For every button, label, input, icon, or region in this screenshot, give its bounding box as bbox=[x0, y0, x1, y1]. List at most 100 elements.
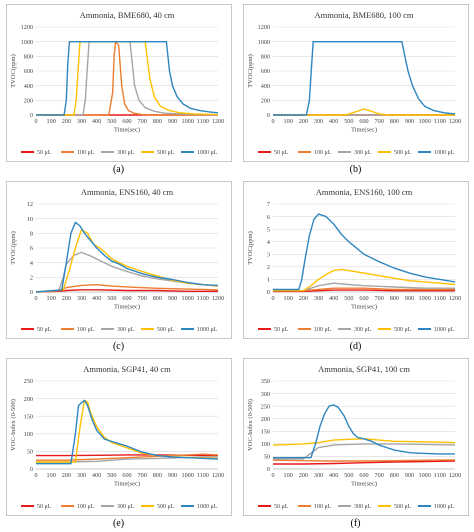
y-tick-label: 0 bbox=[267, 289, 270, 296]
legend-label: 500 μL bbox=[157, 504, 175, 510]
y-tick-label: 250 bbox=[24, 378, 33, 385]
chart-frame bbox=[6, 181, 232, 339]
x-tick-label: 1000 bbox=[418, 472, 430, 479]
x-tick-label: 700 bbox=[138, 295, 147, 302]
y-tick-label: 150 bbox=[261, 428, 270, 435]
x-axis-label: Time(sec) bbox=[351, 127, 377, 134]
y-tick-label: 2 bbox=[30, 275, 33, 282]
legend-label: 300 μL bbox=[354, 504, 372, 510]
y-axis-label: VOC-Index (0-500) bbox=[247, 399, 254, 451]
x-tick-label: 200 bbox=[299, 118, 308, 125]
legend-label: 300 μL bbox=[354, 150, 372, 156]
series-line bbox=[272, 459, 456, 462]
y-tick-label: 3 bbox=[267, 251, 270, 258]
x-tick-label: 300 bbox=[314, 295, 323, 302]
chart-panel: Ammonia, SGP41, 40 cm 0 50 100 150 200 250 0 100… bbox=[0, 354, 237, 531]
x-tick-label: 1100 bbox=[197, 118, 209, 125]
x-tick-label: 100 bbox=[284, 295, 293, 302]
x-tick-label: 700 bbox=[375, 472, 384, 479]
series-line bbox=[273, 460, 456, 465]
chart-frame bbox=[243, 181, 469, 339]
legend-label: 50 μL bbox=[37, 327, 52, 333]
chart-panel: Ammonia, BME680, 40 cm 0 200 400 600 800 1000 1… bbox=[0, 0, 237, 177]
legend-label: 1000 μL bbox=[434, 504, 455, 510]
x-tick-label: 0 bbox=[34, 295, 37, 302]
chart-svg: Ammonia, ENS160, 40 cm 0 2 4 6 8 10 12 0 100 200 30… bbox=[10, 187, 224, 333]
chart-title: Ammonia, SGP41, 100 cm bbox=[318, 364, 410, 374]
x-tick-label: 800 bbox=[390, 295, 399, 302]
y-tick-label: 200 bbox=[24, 396, 33, 403]
chart-panel: Ammonia, ENS160, 40 cm 0 2 4 6 8 10 12 0 100 200 30… bbox=[0, 177, 237, 354]
x-tick-label: 1000 bbox=[418, 295, 430, 302]
x-tick-label: 1200 bbox=[449, 472, 461, 479]
chart-svg: Ammonia, SGP41, 100 cm 0 50 100 150 200 250 300… bbox=[247, 364, 461, 510]
x-tick-label: 1200 bbox=[449, 295, 461, 302]
y-tick-label: 0 bbox=[267, 112, 270, 119]
chart-title: Ammonia, ENS160, 40 cm bbox=[81, 187, 174, 197]
series-line bbox=[36, 41, 219, 116]
x-tick-label: 1100 bbox=[434, 295, 446, 302]
x-tick-label: 500 bbox=[344, 295, 353, 302]
legend-label: 500 μL bbox=[157, 150, 175, 156]
x-axis-label: Time(sec) bbox=[114, 304, 140, 311]
x-axis-label: Time(sec) bbox=[114, 127, 140, 134]
chart-svg: Ammonia, BME680, 40 cm020040060080010001… bbox=[10, 10, 224, 156]
x-tick-label: 1200 bbox=[449, 118, 461, 125]
y-tick-label: 400 bbox=[261, 83, 270, 90]
x-tick-label: 200 bbox=[62, 295, 71, 302]
x-tick-label: 400 bbox=[329, 295, 338, 302]
x-tick-label: 1000 bbox=[181, 118, 193, 125]
legend-label: 500 μL bbox=[394, 504, 412, 510]
x-tick-label: 900 bbox=[168, 472, 177, 479]
series-line bbox=[273, 213, 456, 291]
x-tick-label: 0 bbox=[271, 118, 274, 125]
x-tick-label: 400 bbox=[92, 295, 101, 302]
y-axis-label: TVOC(ppm) bbox=[10, 231, 17, 265]
series-line bbox=[273, 404, 455, 459]
legend-label: 300 μL bbox=[354, 327, 372, 333]
y-tick-label: 2 bbox=[267, 264, 270, 271]
chart-frame bbox=[243, 358, 469, 516]
x-tick-label: 1200 bbox=[212, 472, 224, 479]
chart-svg: Ammonia, ENS160, 100 cm 0 1 2 3 4 5 6 7 0 100 200 30… bbox=[247, 187, 461, 333]
chart-title: Ammonia, BME680, 100 cm bbox=[315, 10, 414, 20]
y-tick-label: 600 bbox=[24, 68, 33, 75]
x-tick-label: 500 bbox=[344, 472, 353, 479]
legend-label: 500 μL bbox=[157, 327, 175, 333]
x-tick-label: 1200 bbox=[212, 295, 224, 302]
x-tick-label: 500 bbox=[344, 118, 353, 125]
panel-letter: (a) bbox=[112, 164, 125, 175]
y-tick-label: 600 bbox=[261, 68, 270, 75]
legend-label: 50 μL bbox=[274, 504, 289, 510]
chart-frame bbox=[6, 4, 232, 162]
series-line bbox=[273, 289, 455, 293]
x-tick-label: 600 bbox=[122, 472, 131, 479]
y-tick-label: 8 bbox=[30, 231, 33, 238]
x-axis-label: Time(sec) bbox=[351, 304, 377, 311]
x-tick-label: 800 bbox=[153, 295, 162, 302]
y-tick-label: 1200 bbox=[258, 24, 270, 31]
x-tick-label: 500 bbox=[107, 295, 116, 302]
x-tick-label: 200 bbox=[62, 472, 71, 479]
x-tick-label: 0 bbox=[271, 295, 274, 302]
x-tick-label: 800 bbox=[153, 118, 162, 125]
series-line bbox=[35, 251, 219, 293]
x-tick-label: 800 bbox=[390, 472, 399, 479]
x-tick-label: 700 bbox=[138, 472, 147, 479]
y-tick-label: 6 bbox=[267, 214, 270, 221]
chart-frame bbox=[6, 358, 232, 516]
x-tick-label: 1100 bbox=[434, 118, 446, 125]
series-line bbox=[36, 41, 219, 116]
x-axis-label: Time(sec) bbox=[114, 481, 140, 488]
legend-label: 300 μL bbox=[117, 327, 135, 333]
y-tick-label: 50 bbox=[27, 449, 33, 456]
legend-label: 100 μL bbox=[314, 150, 332, 156]
x-tick-label: 900 bbox=[405, 118, 414, 125]
y-tick-label: 7 bbox=[267, 201, 270, 208]
series-line bbox=[36, 399, 219, 465]
y-tick-label: 0 bbox=[30, 112, 33, 119]
x-tick-label: 1100 bbox=[434, 472, 446, 479]
y-tick-label: 50 bbox=[264, 454, 270, 461]
y-tick-label: 100 bbox=[261, 441, 270, 448]
x-tick-label: 1200 bbox=[212, 118, 224, 125]
